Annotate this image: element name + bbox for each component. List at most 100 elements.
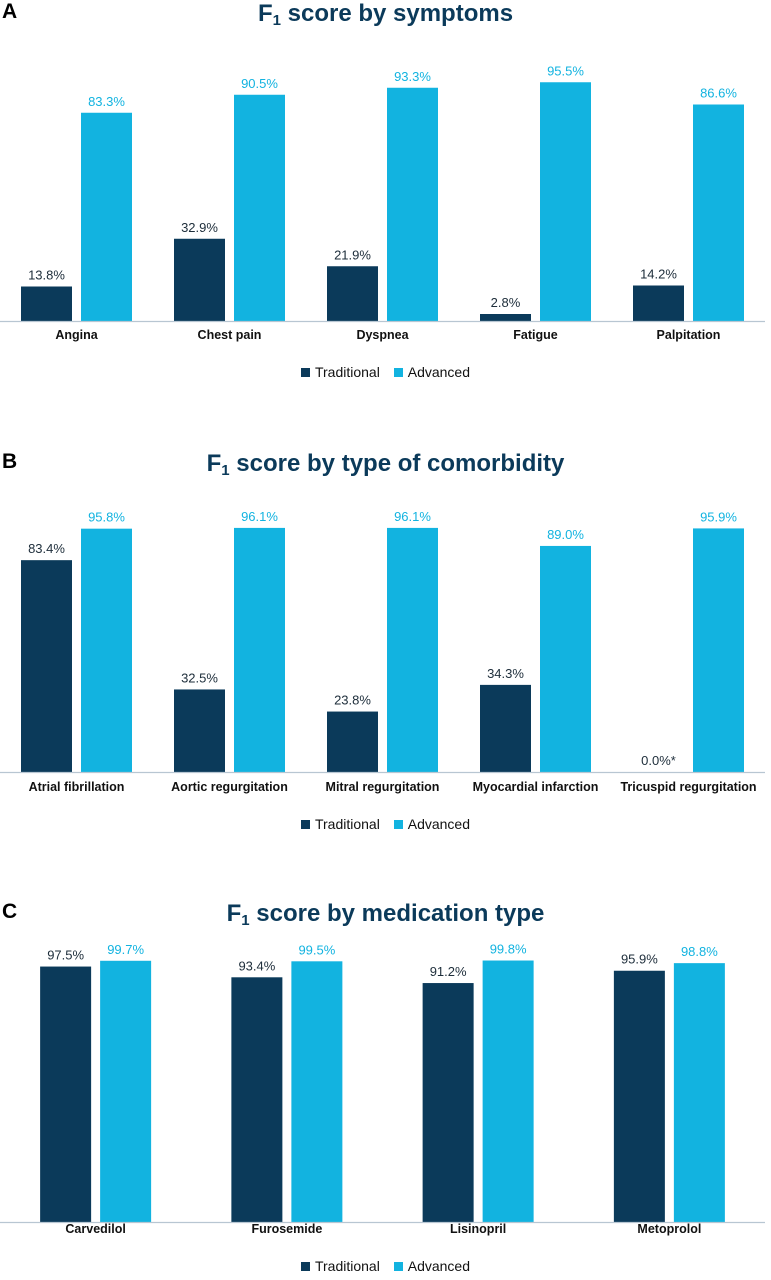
legend-label-traditional: Traditional bbox=[314, 1258, 380, 1274]
bar-advanced-1 bbox=[291, 961, 343, 1222]
data-label-advanced-4: 95.9% bbox=[700, 509, 737, 524]
legend-label-traditional: Traditional bbox=[314, 816, 380, 832]
category-label-3: Fatigue bbox=[513, 328, 557, 342]
data-label-traditional-0: 97.5% bbox=[47, 948, 84, 963]
legend-item-advanced: Advanced bbox=[393, 364, 471, 380]
bar-traditional-1 bbox=[174, 689, 225, 772]
data-label-traditional-0: 13.8% bbox=[28, 268, 65, 283]
bar-traditional-3 bbox=[480, 314, 531, 321]
category-label-2: Dyspnea bbox=[356, 328, 409, 342]
category-label-0: Atrial fibrillation bbox=[29, 780, 125, 794]
data-label-traditional-4: 0.0%* bbox=[641, 753, 676, 768]
bar-advanced-0 bbox=[81, 528, 132, 772]
bar-traditional-4 bbox=[633, 285, 684, 321]
legend-swatch-advanced bbox=[393, 368, 403, 377]
data-label-traditional-1: 93.4% bbox=[238, 958, 275, 973]
bar-advanced-4 bbox=[693, 104, 744, 321]
bar-traditional-2 bbox=[327, 266, 378, 321]
data-label-traditional-2: 91.2% bbox=[430, 964, 467, 979]
category-label-0: Carvedilol bbox=[65, 1222, 125, 1236]
title-rest: score by symptoms bbox=[280, 0, 514, 27]
legend-item-advanced: Advanced bbox=[393, 816, 471, 832]
data-label-advanced-2: 96.1% bbox=[394, 509, 431, 524]
data-label-advanced-2: 93.3% bbox=[394, 69, 431, 84]
panel-title: F1 score by medication type bbox=[0, 900, 771, 929]
legend-item-traditional: Traditional bbox=[300, 1258, 380, 1274]
legend-label-advanced: Advanced bbox=[407, 816, 471, 832]
bar-advanced-0 bbox=[81, 112, 132, 321]
bar-traditional-3 bbox=[613, 970, 665, 1222]
panel-title: F1 score by type of comorbidity bbox=[0, 450, 771, 479]
bar-traditional-2 bbox=[422, 983, 474, 1222]
legend-swatch-traditional bbox=[300, 820, 310, 829]
panel-c: C F1 score by medication type 97.5% 99.7%… bbox=[0, 900, 771, 1280]
panel-title: F1 score by symptoms bbox=[0, 0, 771, 29]
data-label-advanced-3: 95.5% bbox=[547, 63, 584, 78]
title-subscript: 1 bbox=[221, 462, 230, 479]
title-main: F bbox=[206, 450, 222, 477]
data-label-traditional-1: 32.9% bbox=[181, 220, 218, 235]
data-label-advanced-2: 99.8% bbox=[490, 942, 527, 957]
title-subscript: 1 bbox=[241, 912, 250, 929]
legend-label-advanced: Advanced bbox=[407, 1258, 471, 1274]
legend: Traditional Advanced bbox=[0, 816, 771, 832]
bar-traditional-0 bbox=[21, 286, 72, 321]
chart-symptoms: 13.8% 83.3% Angina 32.9% 90.5% Chest pain 21.9… bbox=[0, 63, 765, 342]
legend-item-traditional: Traditional bbox=[300, 364, 380, 380]
legend-item-advanced: Advanced bbox=[393, 1258, 471, 1274]
bar-advanced-2 bbox=[387, 87, 438, 321]
legend-label-advanced: Advanced bbox=[407, 364, 471, 380]
data-label-traditional-3: 95.9% bbox=[621, 952, 658, 967]
title-main: F bbox=[257, 0, 273, 27]
category-label-1: Chest pain bbox=[198, 328, 262, 342]
legend-swatch-traditional bbox=[300, 368, 310, 377]
data-label-advanced-0: 95.8% bbox=[88, 510, 125, 525]
data-label-traditional-2: 23.8% bbox=[334, 693, 371, 708]
category-label-1: Aortic regurgitation bbox=[171, 780, 288, 794]
bar-advanced-2 bbox=[387, 527, 438, 772]
data-label-advanced-1: 96.1% bbox=[241, 509, 278, 524]
category-label-2: Lisinopril bbox=[450, 1222, 506, 1236]
data-label-traditional-1: 32.5% bbox=[181, 670, 218, 685]
bar-advanced-3 bbox=[540, 82, 591, 321]
bar-advanced-2 bbox=[482, 960, 534, 1222]
title-rest: score by medication type bbox=[249, 900, 545, 927]
bar-traditional-3 bbox=[480, 684, 531, 772]
bar-advanced-3 bbox=[540, 545, 591, 772]
data-label-traditional-0: 83.4% bbox=[28, 541, 65, 556]
category-label-3: Metoprolol bbox=[637, 1222, 701, 1236]
panel-letter: A bbox=[2, 0, 18, 23]
category-label-3: Myocardial infarction bbox=[473, 780, 599, 794]
chart-comorbidity: 83.4% 95.8% Atrial fibrillation 32.5% 96.1% A… bbox=[0, 509, 765, 794]
legend-swatch-advanced bbox=[393, 820, 403, 829]
bar-advanced-1 bbox=[234, 527, 285, 772]
bar-advanced-3 bbox=[673, 963, 725, 1222]
bar-traditional-0 bbox=[21, 560, 72, 772]
data-label-traditional-4: 14.2% bbox=[640, 267, 677, 282]
data-label-advanced-1: 99.5% bbox=[298, 942, 335, 957]
title-main: F bbox=[226, 900, 242, 927]
legend-item-traditional: Traditional bbox=[300, 816, 380, 832]
data-label-advanced-3: 89.0% bbox=[547, 527, 584, 542]
legend: Traditional Advanced bbox=[0, 364, 771, 380]
data-label-advanced-4: 86.6% bbox=[700, 86, 737, 101]
legend-swatch-advanced bbox=[393, 1262, 403, 1271]
title-subscript: 1 bbox=[272, 12, 281, 29]
panel-b: B F1 score by type of comorbidity 83.4% 9… bbox=[0, 450, 771, 850]
bar-advanced-1 bbox=[234, 94, 285, 321]
bar-advanced-4 bbox=[693, 528, 744, 772]
data-label-advanced-0: 83.3% bbox=[88, 94, 125, 109]
data-label-traditional-3: 2.8% bbox=[491, 295, 521, 310]
bar-traditional-1 bbox=[231, 977, 283, 1222]
panel-a: A F1 score by symptoms 13.8% 83.3% Angina 3… bbox=[0, 0, 771, 400]
legend: Traditional Advanced bbox=[0, 1258, 771, 1274]
category-label-4: Tricuspid regurgitation bbox=[620, 780, 756, 794]
chart-medication: 97.5% 99.7% Carvedilol 93.4% 99.5% Furosemide… bbox=[0, 942, 765, 1236]
category-label-1: Furosemide bbox=[251, 1222, 322, 1236]
data-label-advanced-0: 99.7% bbox=[107, 942, 144, 957]
data-label-traditional-2: 21.9% bbox=[334, 247, 371, 262]
category-label-4: Palpitation bbox=[657, 328, 721, 342]
category-label-2: Mitral regurgitation bbox=[326, 780, 440, 794]
title-rest: score by type of comorbidity bbox=[229, 450, 565, 477]
category-label-0: Angina bbox=[55, 328, 98, 342]
